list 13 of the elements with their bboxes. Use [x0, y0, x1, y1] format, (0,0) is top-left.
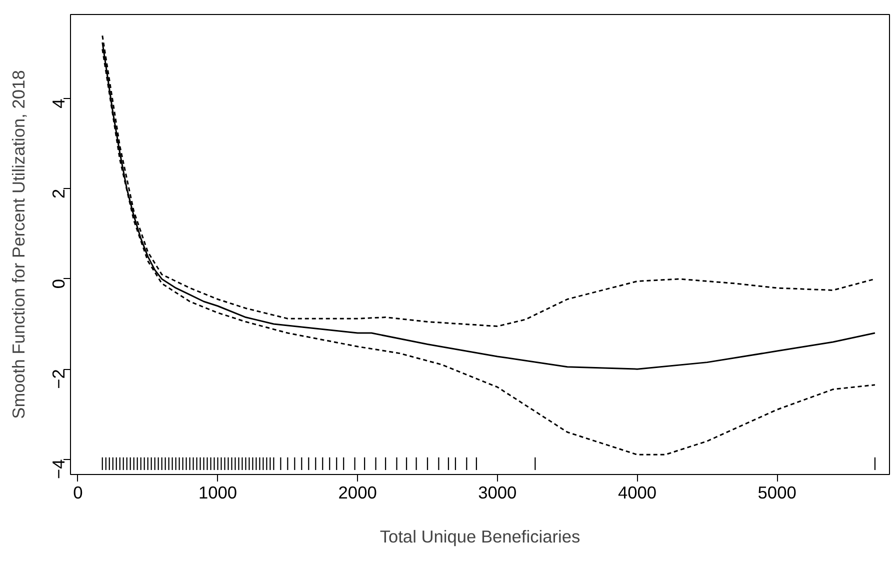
x-tick-label: 4000 [618, 482, 657, 502]
y-axis-title: Smooth Function for Percent Utilization, 2018 [8, 70, 28, 419]
x-axis-title: Total Unique Beneficiaries [380, 526, 581, 546]
y-tick-label: −2 [48, 369, 68, 389]
y-tick-label: −4 [48, 458, 68, 479]
y-tick-label: 4 [48, 98, 68, 108]
y-tick-label: 2 [48, 188, 68, 198]
x-tick-label: 1000 [198, 482, 238, 502]
x-tick-label: 2000 [338, 482, 377, 502]
x-tick-label: 0 [73, 482, 83, 502]
y-tick-label: 0 [48, 278, 68, 289]
x-tick-label: 5000 [758, 482, 796, 502]
x-tick-label: 3000 [478, 482, 517, 502]
